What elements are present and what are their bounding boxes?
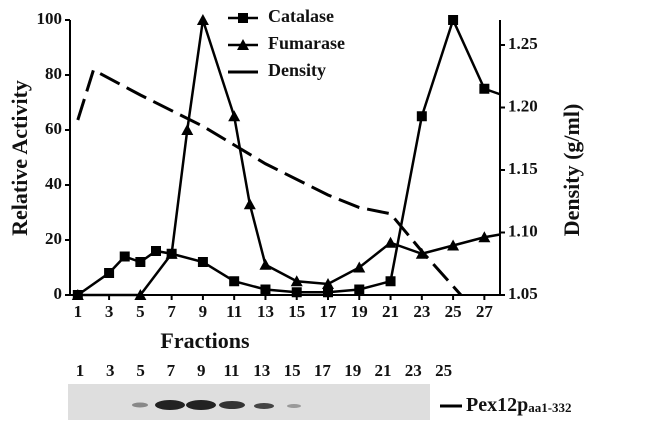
legend-label: Fumarase (268, 33, 345, 53)
marker (104, 268, 114, 278)
x-tick-label: 25 (445, 302, 462, 321)
band (186, 400, 216, 410)
y2-tick-label: 1.05 (508, 284, 538, 303)
x-tick-label: 21 (382, 302, 399, 321)
x-tick-label: 7 (167, 302, 176, 321)
y2-tick-label: 1.20 (508, 96, 538, 115)
marker (479, 84, 489, 94)
marker (260, 285, 270, 295)
marker (259, 259, 271, 270)
lane-label: 11 (223, 361, 239, 380)
marker (385, 237, 397, 248)
y2-tick-label: 1.15 (508, 159, 538, 178)
marker (135, 257, 145, 267)
x-tick-label: 11 (226, 302, 242, 321)
x-tick-label: 3 (105, 302, 114, 321)
y-tick-label: 20 (45, 229, 62, 248)
blot: Pex12paa1-332 (68, 384, 572, 420)
x-tick-label: 27 (476, 302, 494, 321)
y-tick-label: 40 (45, 174, 62, 193)
x-tick-label: 5 (136, 302, 145, 321)
y-tick-label: 0 (54, 284, 63, 303)
x-tick-label: 15 (288, 302, 305, 321)
y2-tick-label: 1.25 (508, 34, 538, 53)
x-tick-label: 9 (199, 302, 208, 321)
x-tick-label: 19 (351, 302, 368, 321)
lane-label: 3 (106, 361, 115, 380)
legend-label: Density (268, 60, 326, 80)
band (287, 404, 301, 408)
y2-axis-label: Density (g/ml) (559, 104, 584, 237)
x-tick-label: 17 (320, 302, 338, 321)
y2-tick-label: 1.10 (508, 221, 538, 240)
marker (228, 110, 240, 121)
marker (448, 15, 458, 25)
marker (229, 276, 239, 286)
lane-label: 9 (197, 361, 206, 380)
marker (197, 14, 209, 25)
legend-item: Fumarase (228, 33, 345, 53)
marker (354, 285, 364, 295)
marker (151, 246, 161, 256)
y-axis-label: Relative Activity (7, 80, 32, 236)
protein-range: aa1-332 (528, 400, 571, 415)
lane-label: 13 (253, 361, 270, 380)
marker (181, 124, 193, 135)
legend-label: Catalase (268, 6, 334, 26)
lane-label: 19 (344, 361, 361, 380)
band (132, 403, 148, 408)
marker (292, 287, 302, 297)
x-axis-label: Fractions (160, 328, 250, 353)
y-tick-label: 100 (37, 9, 63, 28)
lane-label: 7 (167, 361, 176, 380)
lane-label: 17 (314, 361, 332, 380)
y-tick-label: 60 (45, 119, 62, 138)
band (254, 403, 274, 409)
legend-item: Catalase (228, 6, 334, 26)
marker (198, 257, 208, 267)
lane-label: 25 (435, 361, 452, 380)
lane-label: 15 (284, 361, 301, 380)
marker (120, 252, 130, 262)
x-tick-label: 23 (413, 302, 430, 321)
x-tick-label: 1 (74, 302, 83, 321)
y-tick-label: 80 (45, 64, 62, 83)
x-tick-label: 13 (257, 302, 274, 321)
legend-item: Density (228, 60, 326, 80)
blot-label: Pex12paa1-332 (466, 394, 572, 416)
marker (386, 276, 396, 286)
blot-membrane (68, 384, 430, 420)
lane-label: 21 (375, 361, 392, 380)
band (155, 400, 185, 410)
figure: Fractions Relative Activity Density (g/m… (0, 0, 656, 421)
lane-label: 1 (76, 361, 85, 380)
legend-marker (238, 13, 248, 23)
band (219, 401, 245, 409)
lane-label: 5 (136, 361, 145, 380)
protein-name: Pex12p (466, 394, 528, 416)
marker (417, 111, 427, 121)
marker (244, 198, 256, 209)
lane-label: 23 (405, 361, 422, 380)
